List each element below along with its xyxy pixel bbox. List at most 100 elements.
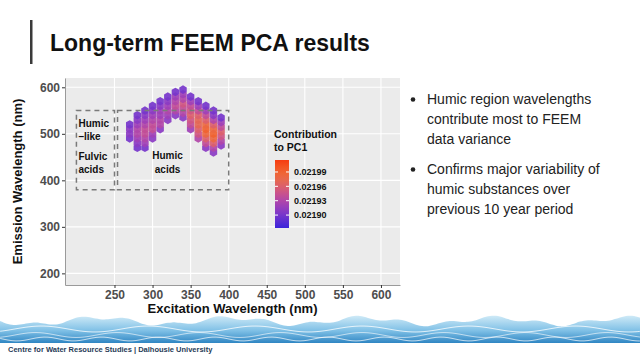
tick: 400 bbox=[219, 285, 239, 302]
grid-line-y bbox=[65, 133, 400, 134]
colorbar-tick bbox=[275, 186, 278, 187]
colorbar-tick bbox=[275, 171, 278, 172]
tick-label: 300 bbox=[143, 288, 163, 302]
colorbar-tick bbox=[286, 186, 289, 187]
point bbox=[172, 88, 179, 97]
grid-line-x bbox=[266, 78, 267, 285]
wave-line bbox=[0, 333, 640, 338]
grid-line-y bbox=[65, 226, 400, 227]
tick-mark bbox=[62, 87, 65, 88]
grid-line-y bbox=[65, 273, 400, 274]
colorbar-label: 0.02199 bbox=[294, 167, 327, 177]
tick-label: 200 bbox=[40, 267, 60, 281]
grid-line-x bbox=[342, 78, 343, 285]
tick-label: 250 bbox=[105, 288, 125, 302]
tick-label: 300 bbox=[40, 220, 60, 234]
point bbox=[179, 85, 186, 94]
tick-label: 500 bbox=[40, 127, 60, 141]
bullet-text: previous 10 year period bbox=[427, 201, 573, 217]
bullet-text: Humic region wavelengths bbox=[427, 91, 591, 107]
point bbox=[187, 92, 194, 101]
tick: 500 bbox=[295, 285, 315, 302]
point bbox=[195, 97, 202, 106]
point bbox=[149, 102, 156, 111]
tick: 400 bbox=[40, 174, 65, 188]
tick: 350 bbox=[181, 285, 201, 302]
point bbox=[202, 102, 209, 111]
background bbox=[0, 0, 640, 360]
wave-line bbox=[0, 326, 640, 332]
tick-mark bbox=[62, 134, 65, 135]
tick-label: 600 bbox=[40, 81, 60, 95]
point bbox=[164, 92, 171, 101]
tick: 600 bbox=[371, 285, 391, 302]
slide: Long-term FEEM PCA results Humic region w… bbox=[0, 0, 640, 360]
colorbar-tick bbox=[286, 215, 289, 216]
title-bar bbox=[30, 20, 33, 64]
colorbar-title: Contribution bbox=[274, 128, 337, 140]
point bbox=[134, 111, 141, 120]
axis-line bbox=[65, 79, 66, 286]
plot-panel bbox=[65, 78, 400, 285]
tick-label: 500 bbox=[295, 288, 315, 302]
colorbar-title: to PC1 bbox=[274, 141, 307, 153]
bullet-text: Confirms major variability of bbox=[427, 161, 600, 177]
tick: 300 bbox=[40, 220, 65, 234]
bullet-text: contribute most to FEEM bbox=[427, 111, 581, 127]
grid-line-x bbox=[380, 78, 381, 285]
region-label: Humic bbox=[78, 118, 109, 129]
wave bbox=[0, 316, 640, 343]
chart: 250 300 350 400 450 500 550 600 200 300 400 500 600 E… bbox=[10, 78, 401, 316]
bullet-text: humic substances over bbox=[427, 181, 571, 197]
region-label: –like bbox=[78, 131, 101, 142]
tick: 200 bbox=[40, 267, 65, 281]
tick-mark bbox=[62, 227, 65, 228]
colorbar-tick bbox=[275, 200, 278, 201]
slide-title: Long-term FEEM PCA results bbox=[50, 30, 370, 56]
grid-line-y bbox=[65, 87, 400, 88]
colorbar-label: 0.02190 bbox=[294, 210, 327, 220]
tick-label: 550 bbox=[333, 288, 353, 302]
tick-label: 450 bbox=[257, 288, 277, 302]
point bbox=[217, 113, 224, 122]
tick-label: 400 bbox=[219, 288, 239, 302]
region-box bbox=[76, 111, 114, 190]
colorbar-tick bbox=[286, 200, 289, 201]
bullet-dot bbox=[411, 167, 416, 172]
point bbox=[156, 97, 163, 106]
bullet-text: data variance bbox=[427, 131, 511, 147]
colorbar-tick bbox=[275, 215, 278, 216]
bullet-dot bbox=[411, 97, 416, 102]
tick-label: 600 bbox=[371, 288, 391, 302]
colorbar-tick bbox=[286, 171, 289, 172]
colorbar-bar bbox=[275, 160, 289, 228]
tick-label: 350 bbox=[181, 288, 201, 302]
tick-mark bbox=[62, 273, 65, 274]
region-label: acids bbox=[155, 164, 181, 175]
tick: 500 bbox=[40, 127, 65, 141]
tick-mark bbox=[62, 180, 65, 181]
grid-line-y bbox=[65, 180, 400, 181]
grid bbox=[65, 78, 400, 285]
x-axis-title: Excitation Wavelength (nm) bbox=[148, 301, 318, 316]
colorbar: Contributionto PC1 0.02190 0.02193 0.02196 0… bbox=[274, 128, 337, 228]
y-axis: 200 300 400 500 600 bbox=[40, 79, 66, 286]
points bbox=[126, 85, 225, 156]
colorbar-label: 0.02193 bbox=[294, 196, 327, 206]
footer: Centre for Water Resource Studies | Dalh… bbox=[8, 345, 213, 354]
tick-label: 400 bbox=[40, 174, 60, 188]
wave-line bbox=[0, 337, 640, 341]
tick: 450 bbox=[257, 285, 277, 302]
tick: 300 bbox=[143, 285, 163, 302]
y-axis-title: Emission Wavelength (nm) bbox=[10, 99, 25, 265]
axis-line bbox=[66, 285, 401, 286]
tick: 550 bbox=[333, 285, 353, 302]
tick: 250 bbox=[105, 285, 125, 302]
region-label: acids bbox=[78, 164, 104, 175]
point bbox=[126, 120, 133, 129]
x-axis: 250 300 350 400 450 500 550 600 bbox=[66, 285, 401, 302]
colorbar-label: 0.02196 bbox=[294, 182, 327, 192]
region-label: Fulvic bbox=[78, 151, 107, 162]
region-box bbox=[118, 111, 229, 190]
region-label: Humic bbox=[152, 150, 183, 161]
